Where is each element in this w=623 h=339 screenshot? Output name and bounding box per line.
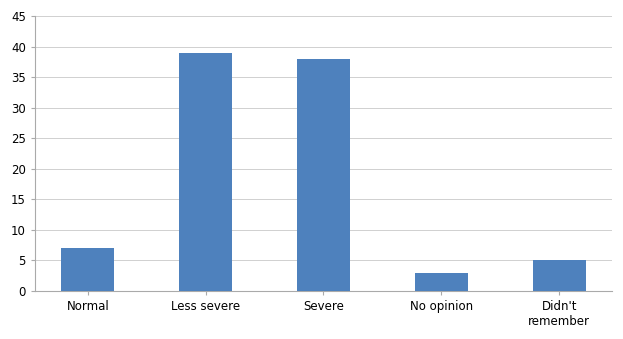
- Bar: [533, 260, 586, 291]
- Bar: [297, 59, 350, 291]
- Bar: [415, 273, 468, 291]
- Bar: [61, 248, 114, 291]
- Bar: [179, 53, 232, 291]
